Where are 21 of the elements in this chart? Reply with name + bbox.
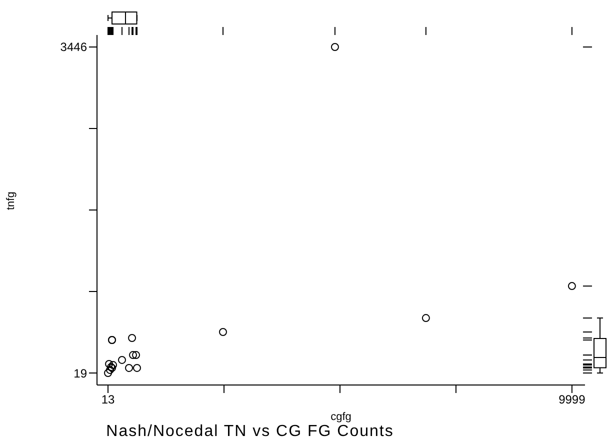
point <box>125 364 134 372</box>
y-tick-label: 3446 <box>60 40 88 54</box>
x-tick-label: 13 <box>101 392 116 407</box>
x-axis-title: cgfg <box>330 411 352 423</box>
text: Nash/Nocedal TN vs CG FG Counts <box>105 423 395 441</box>
point <box>118 356 126 364</box>
point <box>133 364 141 372</box>
point <box>105 360 114 368</box>
point <box>129 351 138 360</box>
point <box>330 42 339 51</box>
point <box>128 334 136 342</box>
point <box>106 366 114 374</box>
point <box>422 314 430 322</box>
x-tick-label: 9999 <box>558 392 586 407</box>
y-axis-title: tnfg <box>4 192 17 210</box>
point <box>218 328 227 336</box>
y-tick-label: 19 <box>74 366 88 380</box>
point <box>109 361 118 370</box>
point <box>132 351 140 360</box>
point <box>104 369 112 378</box>
point <box>568 282 576 290</box>
